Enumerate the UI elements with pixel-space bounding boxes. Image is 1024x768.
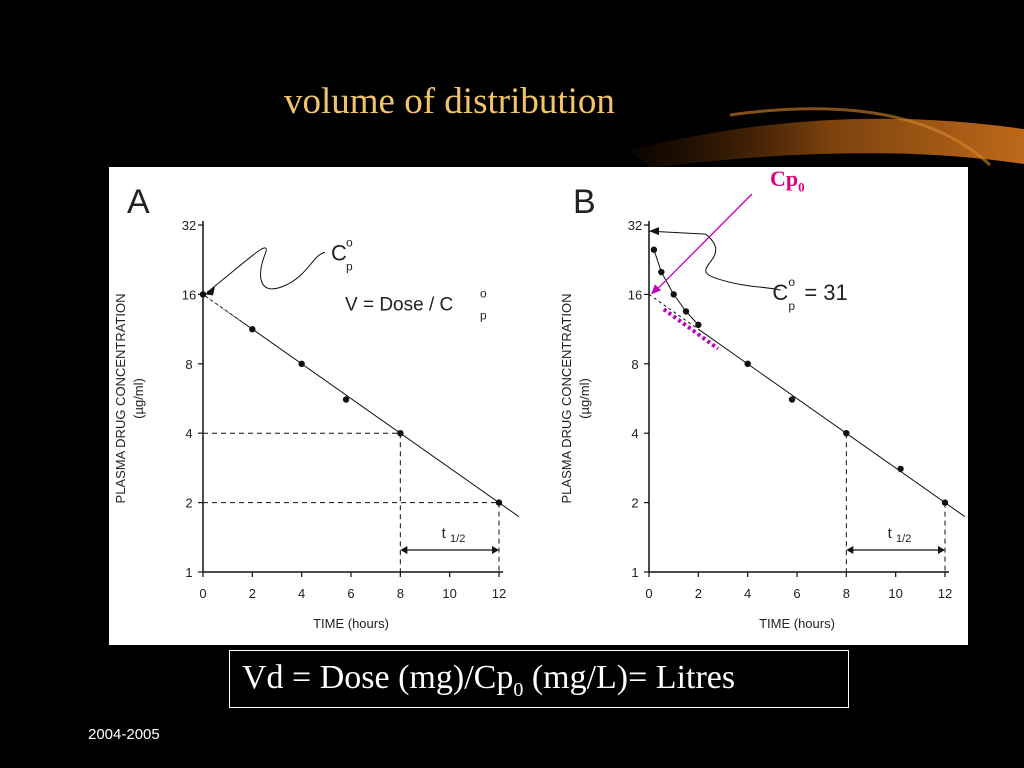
y-axis-label: PLASMA DRUG CONCENTRATION	[559, 294, 574, 504]
y-tick-label: 32	[628, 218, 642, 233]
y-axis-unit: (µg/ml)	[131, 378, 146, 419]
x-tick-label: 0	[645, 586, 652, 601]
half-life-arrowhead-left	[400, 546, 408, 554]
data-point	[788, 396, 796, 403]
fit-line	[698, 328, 966, 517]
formula-sub: 0	[513, 678, 524, 701]
y-tick-label: 16	[628, 287, 642, 302]
formula-part1: Vd = Dose (mg)/Cp	[242, 659, 514, 696]
y-tick-label: 32	[182, 218, 196, 233]
half-life-sub: 1/2	[450, 533, 465, 545]
cp0-annotation: Cp0	[770, 166, 805, 195]
data-point	[658, 268, 665, 276]
x-axis-label: TIME (hours)	[759, 616, 835, 631]
panel-letter-b: B	[573, 183, 596, 221]
fit-line	[202, 293, 520, 517]
y-tick-label: 16	[182, 287, 196, 302]
cp0-label: C	[772, 280, 788, 305]
chart-panel: A 1 2 4 8 16 32 0 2 4 6 8 10 12 TIME (hours) PLASMA DRU…	[109, 167, 968, 645]
equation-sup: o	[480, 286, 487, 300]
data-point	[495, 499, 503, 506]
equation-text: V = Dose / C	[345, 294, 453, 315]
x-tick-label: 6	[793, 586, 800, 601]
half-life-arrowhead-left	[846, 546, 854, 554]
equation-sub: p	[480, 308, 487, 322]
cp0-callout-arrowhead	[205, 286, 215, 296]
data-point	[682, 308, 690, 315]
half-life-arrowhead-right	[938, 546, 945, 554]
x-tick-label: 2	[249, 586, 256, 601]
data-point	[650, 246, 658, 253]
data-point	[670, 291, 677, 298]
cp0-annotation-label: Cp	[770, 166, 799, 191]
cp0-callout-line	[705, 233, 781, 291]
y-tick-label: 8	[185, 357, 192, 372]
footer-year: 2004-2005	[88, 726, 160, 743]
data-point	[695, 321, 702, 329]
half-life-arrowhead-right	[492, 546, 499, 554]
data-point	[249, 326, 256, 333]
x-axis-label: TIME (hours)	[313, 616, 389, 631]
x-tick-label: 12	[492, 586, 506, 601]
y-axis-unit: (µg/ml)	[577, 378, 592, 419]
highlight-dotted	[662, 307, 720, 351]
cp0-label: C	[331, 240, 347, 265]
half-life-label: t	[442, 525, 447, 542]
data-point	[941, 499, 949, 506]
data-point	[342, 396, 350, 403]
data-point	[897, 465, 904, 473]
fit-line-dash	[202, 293, 258, 332]
half-life-label: t	[888, 525, 893, 542]
x-tick-label: 10	[442, 586, 456, 601]
y-tick-label: 2	[631, 496, 638, 511]
slide-title: volume of distribution	[284, 81, 615, 122]
cp0-sup: o	[788, 275, 795, 289]
x-tick-label: 4	[744, 586, 751, 601]
x-tick-label: 2	[695, 586, 702, 601]
cp0-callout-line	[206, 247, 326, 293]
x-tick-label: 6	[347, 586, 354, 601]
x-tick-label: 0	[199, 586, 206, 601]
cp0-annotation-sub: 0	[798, 179, 805, 195]
y-tick-label: 4	[631, 426, 638, 441]
cp0-sup: o	[346, 235, 353, 249]
x-tick-label: 4	[298, 586, 305, 601]
data-point	[298, 360, 305, 367]
half-life-sub: 1/2	[896, 533, 911, 545]
cp0-value: = 31	[804, 280, 847, 305]
formula-box: Vd = Dose (mg)/Cp0 (mg/L)= Litres	[229, 650, 849, 708]
x-tick-label: 10	[888, 586, 902, 601]
y-tick-label: 2	[185, 496, 192, 511]
y-tick-label: 4	[185, 426, 192, 441]
data-point	[199, 291, 207, 298]
y-tick-label: 1	[185, 565, 192, 580]
x-tick-label: 8	[843, 586, 850, 601]
extrapolation-dash	[648, 293, 699, 330]
data-point	[744, 360, 751, 367]
cp0-sub: p	[346, 259, 353, 273]
cp0-sub: p	[788, 299, 795, 313]
x-tick-label: 8	[397, 586, 404, 601]
y-axis-label: PLASMA DRUG CONCENTRATION	[113, 294, 128, 504]
formula-part2: (mg/L)= Litres	[523, 659, 736, 696]
cp0-top-arrowhead	[649, 227, 659, 236]
y-tick-label: 8	[631, 357, 638, 372]
y-tick-label: 1	[631, 565, 638, 580]
distribution-curve	[653, 249, 699, 326]
x-tick-label: 12	[938, 586, 952, 601]
panel-letter-a: A	[127, 183, 150, 221]
